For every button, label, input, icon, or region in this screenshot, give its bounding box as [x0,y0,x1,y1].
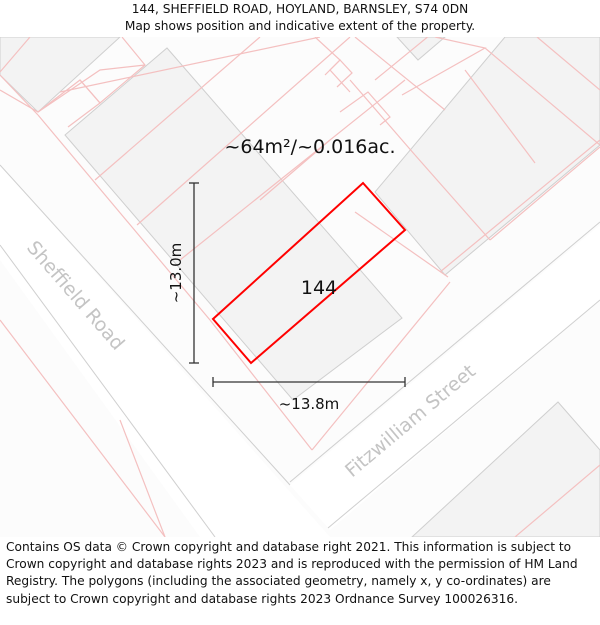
vertical-dimension [189,182,199,364]
dimension-label-vertical: ~13.0m [167,243,185,304]
attribution-footer: Contains OS data © Crown copyright and d… [6,540,578,606]
property-address-title: 144, SHEFFIELD ROAD, HOYLAND, BARNSLEY, … [131,2,469,16]
dimension-label-horizontal: ~13.8m [279,395,340,413]
property-boundary[interactable] [211,181,407,365]
area-label: ~64m²/~0.016ac. [224,136,395,158]
sheffield-road-area [0,165,330,537]
property-number-label: 144 [301,277,337,299]
fitzwilliam-street-area [290,225,600,530]
horizontal-dimension [212,377,406,387]
map-subtitle: Map shows position and indicative extent… [124,19,476,33]
parcel-boundaries [0,37,600,537]
map-header: 144, SHEFFIELD ROAD, HOYLAND, BARNSLEY, … [0,0,600,38]
property-map[interactable]: Sheffield Road Fitzwilliam Street ~13.0m… [0,37,600,537]
buildings [0,37,600,537]
